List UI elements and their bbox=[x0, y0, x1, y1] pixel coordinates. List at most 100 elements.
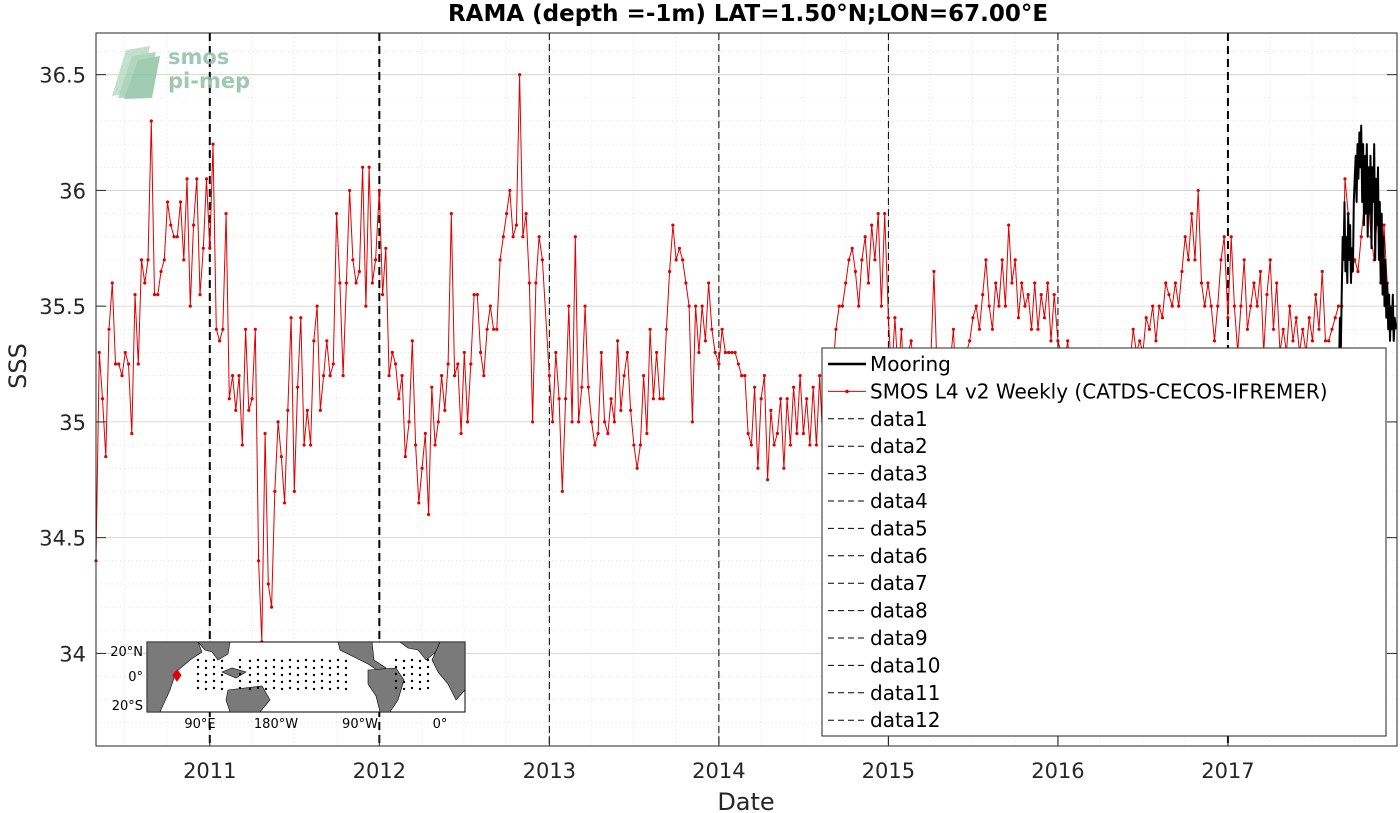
smos-point bbox=[361, 165, 365, 169]
smos-point bbox=[1294, 316, 1298, 320]
smos-point bbox=[1138, 339, 1142, 343]
smos-point bbox=[501, 235, 505, 239]
smos-point bbox=[1151, 304, 1155, 308]
smos-point bbox=[814, 443, 819, 447]
smos-point bbox=[175, 235, 179, 239]
smos-point bbox=[485, 327, 489, 331]
smos-point bbox=[191, 223, 196, 227]
smos-point bbox=[305, 408, 309, 412]
smos-point bbox=[334, 211, 339, 216]
smos-point bbox=[586, 385, 590, 389]
inset-site-dot bbox=[328, 680, 332, 684]
logo-icon bbox=[112, 46, 160, 99]
smos-point bbox=[221, 327, 225, 331]
inset-site-dot bbox=[344, 680, 348, 684]
smos-point bbox=[136, 362, 140, 366]
series-layer bbox=[94, 73, 1398, 644]
legend-label: data10 bbox=[870, 653, 941, 677]
smos-point bbox=[570, 420, 574, 424]
inset-site-dot bbox=[410, 665, 414, 669]
inset-site-dot bbox=[336, 658, 340, 662]
smos-point bbox=[1049, 339, 1053, 343]
smos-point bbox=[182, 258, 186, 262]
smos-point bbox=[1186, 258, 1191, 262]
smos-point bbox=[211, 142, 215, 146]
smos-point bbox=[795, 431, 799, 436]
smos-point bbox=[504, 211, 509, 216]
inset-site-dot bbox=[320, 665, 324, 669]
smos-point bbox=[1026, 292, 1030, 297]
smos-pimep-logo: smos pi-mep bbox=[112, 45, 250, 99]
smos-point bbox=[413, 443, 418, 447]
smos-point bbox=[237, 374, 241, 378]
inset-site-dot bbox=[426, 658, 430, 662]
smos-point bbox=[616, 339, 620, 343]
inset-site-dot bbox=[312, 659, 316, 663]
smos-point bbox=[668, 269, 672, 274]
smos-point bbox=[482, 374, 486, 378]
inset-site-dot bbox=[418, 673, 422, 677]
smos-point bbox=[1190, 211, 1194, 216]
smos-point bbox=[1173, 281, 1178, 285]
smos-point bbox=[583, 304, 587, 308]
inset-site-dot bbox=[394, 665, 398, 669]
smos-point bbox=[488, 304, 492, 308]
x-tick-label: 2012 bbox=[353, 759, 406, 783]
inset-site-dot bbox=[248, 666, 252, 670]
smos-point bbox=[308, 443, 313, 447]
smos-point bbox=[100, 397, 105, 401]
smos-point bbox=[707, 281, 711, 285]
smos-point bbox=[700, 304, 704, 308]
smos-point bbox=[684, 281, 688, 285]
inset-site-dot bbox=[304, 679, 308, 683]
smos-point bbox=[606, 431, 610, 436]
smos-point bbox=[1275, 281, 1279, 285]
smos-point bbox=[971, 316, 975, 320]
smos-point bbox=[632, 443, 636, 447]
smos-point bbox=[162, 258, 166, 262]
smos-point bbox=[423, 431, 427, 436]
y-tick-label: 34.5 bbox=[39, 527, 86, 551]
smos-point bbox=[811, 385, 815, 389]
inset-site-dot bbox=[248, 687, 252, 691]
inset-site-dot bbox=[280, 680, 284, 684]
smos-point bbox=[1333, 316, 1337, 320]
smos-point bbox=[1029, 327, 1034, 331]
smos-point bbox=[883, 211, 887, 216]
inset-site-dot bbox=[312, 687, 316, 691]
smos-point bbox=[403, 455, 407, 459]
legend-label: data5 bbox=[870, 516, 928, 540]
smos-point bbox=[491, 327, 496, 331]
plot-frame bbox=[95, 32, 1398, 747]
smos-point bbox=[567, 304, 571, 308]
inset-site-dot bbox=[410, 679, 414, 683]
smos-point bbox=[527, 281, 531, 285]
smos-point bbox=[762, 374, 766, 378]
smos-point bbox=[498, 258, 502, 262]
smos-point bbox=[932, 269, 936, 274]
smos-point bbox=[733, 350, 737, 355]
smos-point bbox=[840, 304, 845, 308]
x-tick-label: 2017 bbox=[1201, 759, 1254, 783]
smos-point bbox=[870, 223, 874, 227]
smos-point bbox=[1052, 292, 1056, 297]
inset-site-dot bbox=[220, 687, 224, 691]
inset-lon-label-0: 0° bbox=[433, 717, 448, 732]
smos-point bbox=[188, 304, 192, 308]
smos-point bbox=[462, 350, 466, 355]
legend-label: data7 bbox=[870, 571, 928, 595]
x-tick-label: 2014 bbox=[692, 759, 745, 783]
inset-site-dot bbox=[196, 672, 200, 676]
smos-point bbox=[788, 443, 792, 447]
inset-site-dot bbox=[220, 659, 224, 663]
smos-point bbox=[1301, 327, 1305, 331]
inset-site-dot bbox=[312, 673, 316, 677]
smos-point bbox=[1310, 339, 1315, 343]
smos-point bbox=[671, 223, 675, 227]
inset-site-dot bbox=[288, 672, 292, 676]
smos-point bbox=[736, 362, 740, 366]
smos-point bbox=[240, 443, 244, 447]
inset-site-dot bbox=[248, 680, 252, 684]
legend-label: data1 bbox=[870, 407, 928, 431]
smos-point bbox=[156, 292, 160, 297]
